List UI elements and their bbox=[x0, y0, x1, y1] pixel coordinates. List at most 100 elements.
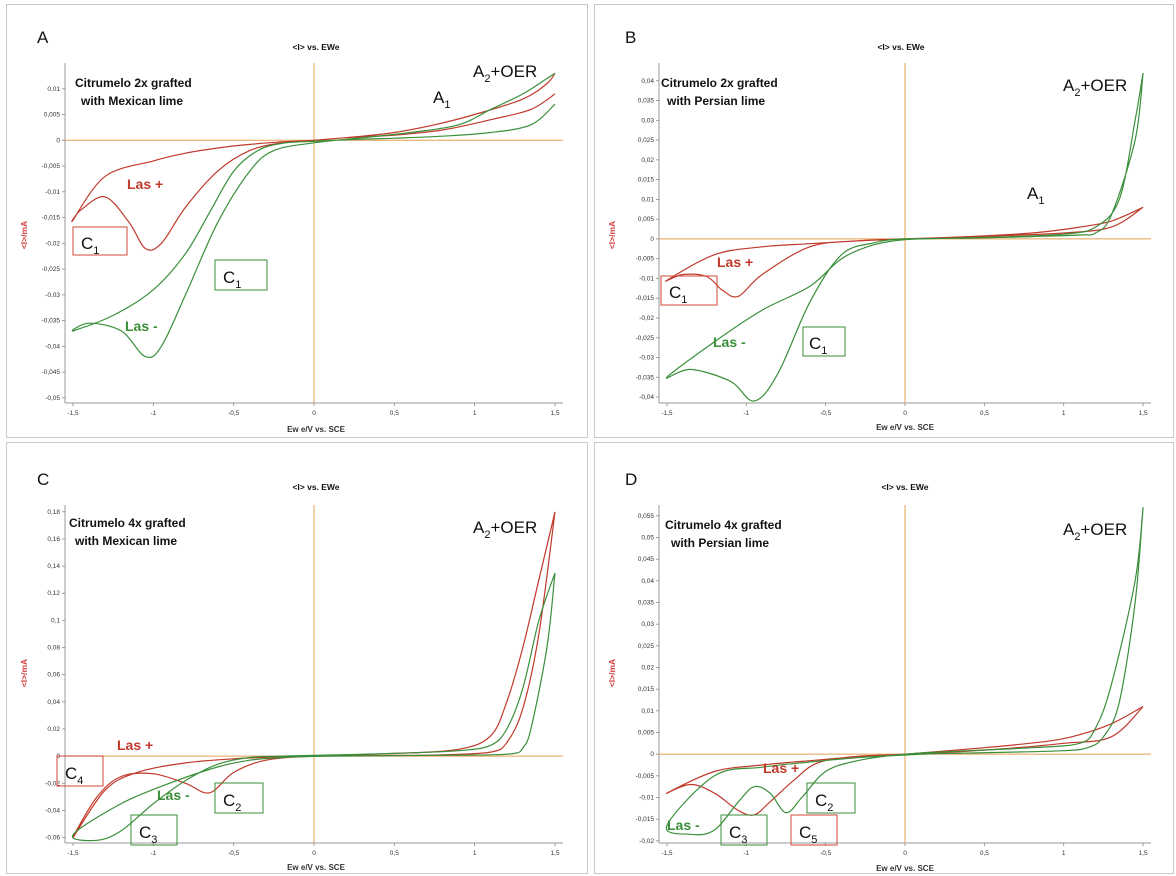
y-tick-label: 0,035 bbox=[638, 600, 655, 607]
annotation-a1: A1 bbox=[433, 88, 450, 111]
sample-label-line2: with Persian lime bbox=[670, 536, 769, 550]
series-line-las-plus bbox=[72, 511, 556, 839]
sample-label-line1: Citrumelo 2x grafted bbox=[75, 76, 192, 90]
x-tick-label: 0 bbox=[903, 410, 907, 417]
y-tick-label: 0 bbox=[56, 753, 60, 760]
y-tick-label: -0,025 bbox=[42, 266, 61, 273]
panel-d: D <I> vs. EWe 0,055 0,05 0,045 0,04 0,035 0,0… bbox=[594, 442, 1174, 874]
x-axis-label: Ew e/V vs. SCE bbox=[287, 863, 345, 872]
y-tick-label: 0,18 bbox=[47, 509, 60, 516]
annotation-las-plus: Las + bbox=[127, 176, 163, 192]
y-tick-label: 0,06 bbox=[47, 672, 60, 679]
y-axis-label: <I>/mA bbox=[607, 221, 617, 249]
y-tick-label: 0 bbox=[56, 137, 60, 144]
y-tick-label: 0,02 bbox=[47, 726, 60, 733]
x-tick-label: 1 bbox=[1062, 410, 1066, 417]
y-tick-label: 0,16 bbox=[47, 536, 60, 543]
panel-letter: A bbox=[37, 28, 49, 47]
y-tick-label: -0,025 bbox=[636, 335, 655, 342]
y-tick-label: -0,03 bbox=[45, 292, 60, 299]
y-tick-label: -0,04 bbox=[45, 807, 60, 814]
chart-title: <I> vs. EWe bbox=[881, 482, 928, 492]
c3-box bbox=[720, 814, 768, 846]
y-tick-label: 0,005 bbox=[638, 730, 655, 737]
sample-label-line2: with Persian lime bbox=[666, 94, 765, 108]
y-tick-label: -0,01 bbox=[639, 275, 654, 282]
y-tick-label: -0,01 bbox=[639, 795, 654, 802]
y-tick-label: -0,03 bbox=[639, 355, 654, 362]
x-tick-label: 1 bbox=[1062, 850, 1066, 857]
annotation-las-minus: Las - bbox=[667, 817, 700, 833]
sample-label-line2: with Mexican lime bbox=[80, 94, 183, 108]
x-tick-label: -0,5 bbox=[228, 410, 240, 417]
annotation-las-plus: Las + bbox=[717, 254, 753, 270]
annotation-las-plus: Las + bbox=[763, 760, 799, 776]
y-tick-label: -0,015 bbox=[636, 295, 655, 302]
annotation-a1: A1 bbox=[1027, 184, 1044, 207]
chart-b-svg: B <I> vs. EWe 0,04 0,035 0,03 0,025 0,02 0,01… bbox=[607, 28, 1151, 432]
x-tick-label: 0,5 bbox=[980, 410, 989, 417]
y-tick-label: 0,14 bbox=[47, 563, 60, 570]
y-tick-label: 0,055 bbox=[638, 513, 655, 520]
y-tick-label: -0,02 bbox=[45, 240, 60, 247]
y-axis-label: <I>/mA bbox=[19, 659, 29, 687]
y-tick-label: 0,01 bbox=[641, 708, 654, 715]
y-tick-label: -0,045 bbox=[42, 369, 61, 376]
series-line-las-plus bbox=[665, 705, 1144, 816]
y-tick-label: -0,01 bbox=[45, 189, 60, 196]
series-line-las-plus bbox=[71, 72, 556, 251]
x-tick-label: 1,5 bbox=[1139, 410, 1148, 417]
sample-label-line1: Citrumelo 4x grafted bbox=[665, 518, 782, 532]
x-tick-label: -0,5 bbox=[820, 410, 832, 417]
chart-c-svg: C <I> vs. EWe 0,18 0,16 0,14 0,12 0,1 0,08 0,0… bbox=[19, 470, 563, 872]
panel-letter: C bbox=[37, 470, 49, 489]
y-tick-label: 0,035 bbox=[638, 98, 655, 105]
y-tick-label: 0,05 bbox=[641, 535, 654, 542]
y-tick-label: 0,025 bbox=[638, 137, 655, 144]
y-tick-label: -0,005 bbox=[42, 163, 61, 170]
annotation-c2: C2 bbox=[223, 791, 241, 814]
y-tick-label: 0,1 bbox=[51, 617, 60, 624]
x-tick-label: -1,5 bbox=[67, 410, 79, 417]
y-tick-label: 0,12 bbox=[47, 590, 60, 597]
panel-letter: B bbox=[625, 28, 636, 47]
sample-label-line1: Citrumelo 4x grafted bbox=[69, 516, 186, 530]
sample-label-line2: with Mexican lime bbox=[74, 534, 177, 548]
c1-box-red bbox=[72, 226, 128, 256]
x-tick-label: -1 bbox=[743, 410, 749, 417]
y-tick-label: -0,035 bbox=[42, 318, 61, 325]
annotation-c1-green: C1 bbox=[809, 334, 827, 357]
y-tick-label: -0,035 bbox=[636, 374, 655, 381]
y-tick-label: 0,04 bbox=[641, 78, 654, 85]
panel-b: B <I> vs. EWe 0,04 0,035 0,03 0,025 0,02 0,01… bbox=[594, 4, 1174, 438]
y-tick-label: -0,005 bbox=[636, 773, 655, 780]
series-line-las-minus bbox=[665, 72, 1144, 402]
y-tick-label: 0,01 bbox=[641, 196, 654, 203]
chart-a-svg: A <I> vs. EWe 0,01 0,005 0 -0,005 -0,01 -0,01… bbox=[19, 28, 563, 434]
annotation-las-minus: Las - bbox=[157, 787, 190, 803]
panel-a: A <I> vs. EWe 0,01 0,005 0 -0,005 -0,01 -0,01… bbox=[6, 4, 588, 438]
y-tick-label: 0,005 bbox=[44, 112, 61, 119]
c4-box bbox=[56, 755, 104, 787]
c2-box bbox=[214, 782, 264, 814]
y-tick-label: -0,015 bbox=[42, 215, 61, 222]
y-tick-label: -0,04 bbox=[639, 394, 654, 401]
y-axis-label: <I>/mA bbox=[607, 659, 617, 687]
y-tick-label: 0,015 bbox=[638, 686, 655, 693]
x-tick-label: 0,5 bbox=[390, 410, 399, 417]
annotation-las-plus: Las + bbox=[117, 737, 153, 753]
y-tick-label: -0,005 bbox=[636, 256, 655, 263]
x-tick-label: -0,5 bbox=[228, 850, 240, 857]
x-tick-label: -1 bbox=[743, 850, 749, 857]
y-tick-label: -0,05 bbox=[45, 395, 60, 402]
y-tick-label: -0,02 bbox=[639, 315, 654, 322]
x-tick-label: 0 bbox=[903, 850, 907, 857]
x-tick-label: 0,5 bbox=[980, 850, 989, 857]
chart-title: <I> vs. EWe bbox=[877, 42, 924, 52]
y-tick-label: -0,02 bbox=[45, 780, 60, 787]
annotation-c4: C4 bbox=[65, 764, 83, 787]
y-tick-label: 0,01 bbox=[47, 86, 60, 93]
y-tick-label: -0,015 bbox=[636, 816, 655, 823]
y-tick-label: 0 bbox=[650, 751, 654, 758]
y-tick-label: 0,02 bbox=[641, 157, 654, 164]
